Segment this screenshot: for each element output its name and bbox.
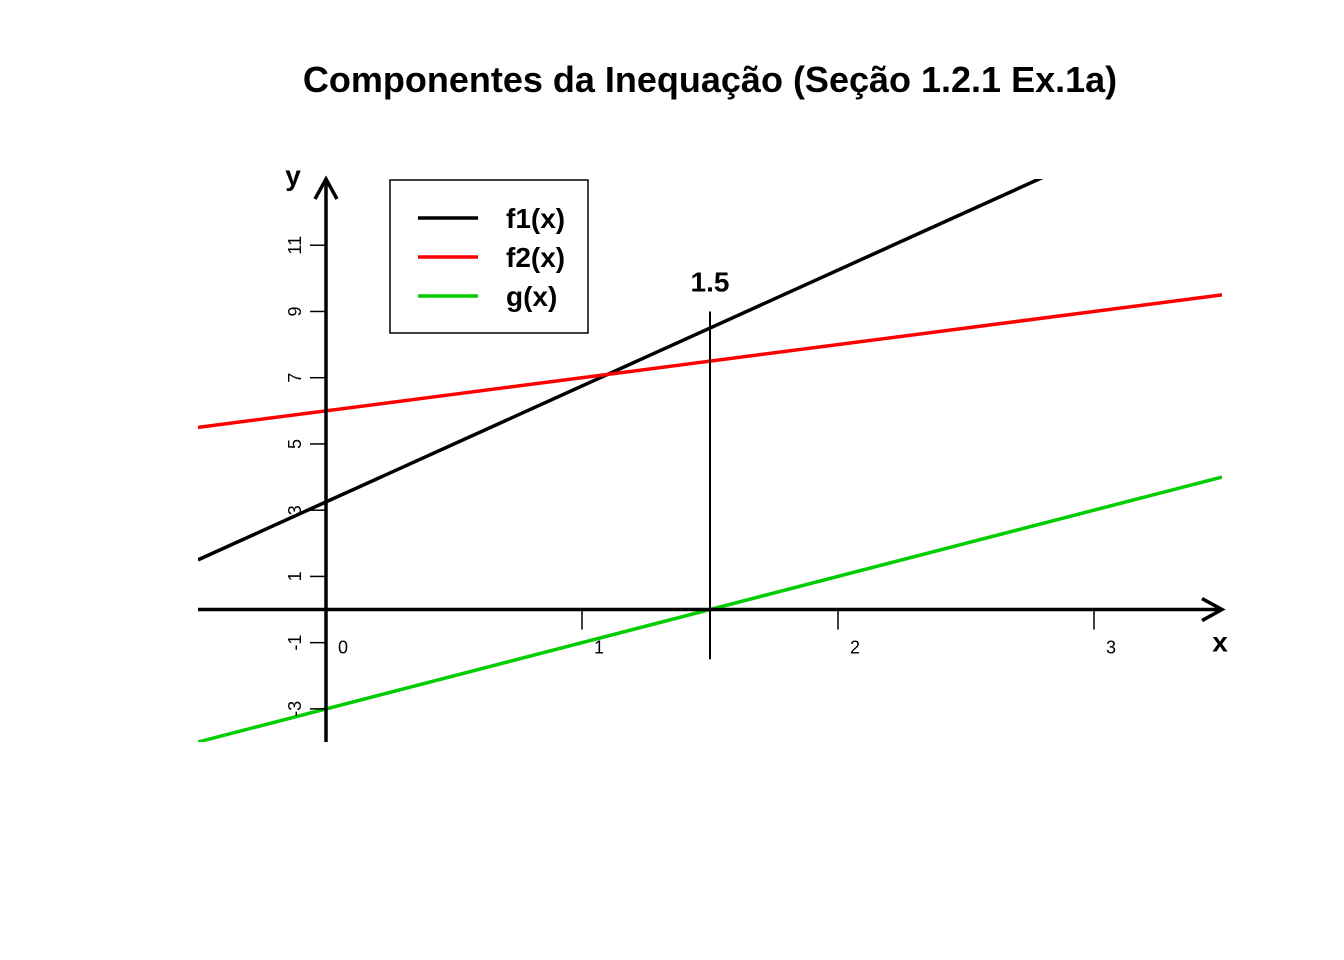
legend-entry: f1(x) bbox=[506, 203, 565, 234]
chart-title: Componentes da Inequação (Seção 1.2.1 Ex… bbox=[303, 59, 1117, 100]
y-tick-label: -3 bbox=[285, 701, 305, 717]
y-tick-label: 7 bbox=[285, 373, 305, 383]
legend: f1(x) f2(x) g(x) bbox=[389, 179, 589, 334]
legend-entry: f2(x) bbox=[506, 242, 565, 273]
annotation-label: 1.5 bbox=[691, 266, 730, 297]
x-tick-label: 1 bbox=[594, 638, 604, 658]
axes: x y 0 1 2 3 -3 -1 1 3 5 7 9 11 1.5 bbox=[198, 160, 1228, 742]
y-tick-label: 11 bbox=[285, 236, 305, 255]
x-tick-label: 3 bbox=[1106, 638, 1116, 658]
y-tick-label: 9 bbox=[285, 306, 305, 316]
x-tick-label: 0 bbox=[338, 638, 348, 658]
x-axis-label: x bbox=[1212, 627, 1228, 658]
x-axis-arrow bbox=[1201, 596, 1226, 623]
y-tick-label: 3 bbox=[285, 505, 305, 515]
y-tick-label: -1 bbox=[285, 635, 305, 651]
legend-entry: g(x) bbox=[506, 281, 557, 312]
y-tick-label: 5 bbox=[285, 439, 305, 449]
y-tick-label: 1 bbox=[285, 571, 305, 581]
y-axis-arrow bbox=[313, 175, 339, 200]
x-tick-label: 2 bbox=[850, 638, 860, 658]
y-axis-label: y bbox=[285, 160, 301, 191]
